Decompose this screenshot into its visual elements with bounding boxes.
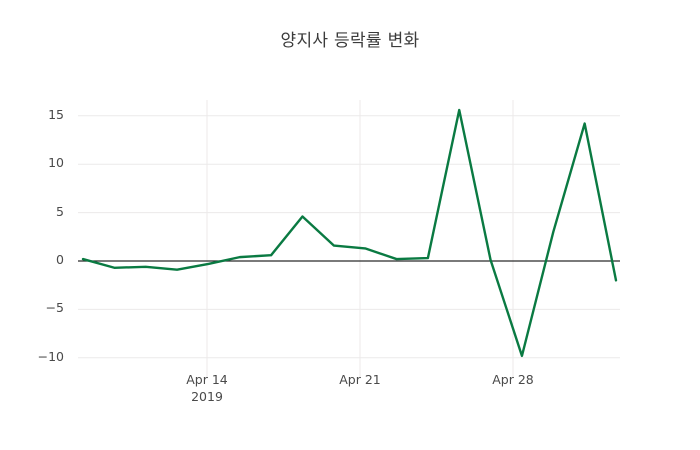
x-axis-tick-label: Apr 21 <box>300 371 420 388</box>
y-axis-tick-label: 0 <box>56 252 64 267</box>
x-axis-tick-label: Apr 28 <box>453 371 573 388</box>
chart-title: 양지사 등락률 변화 <box>280 31 420 51</box>
y-axis-tick-label: 5 <box>56 203 64 219</box>
y-axis-tick-label: 15 <box>48 106 64 122</box>
data-series-line <box>81 108 618 358</box>
x-axis-tick-label-text: Apr 14 <box>186 372 228 387</box>
x-axis-tick-label-text: Apr 21 <box>339 372 381 387</box>
series-polyline <box>81 108 618 358</box>
x-axis-tick-sublabel-text: 2019 <box>191 389 223 404</box>
x-axis-tick-label-text: Apr 28 <box>492 372 534 387</box>
y-axis-tick-label: −5 <box>45 300 64 316</box>
x-axis-tick-label: Apr 14 2019 <box>147 371 267 405</box>
grid-lines <box>78 100 620 378</box>
y-axis-tick-label: 10 <box>48 155 64 171</box>
y-axis-tick-label: −10 <box>37 348 64 364</box>
